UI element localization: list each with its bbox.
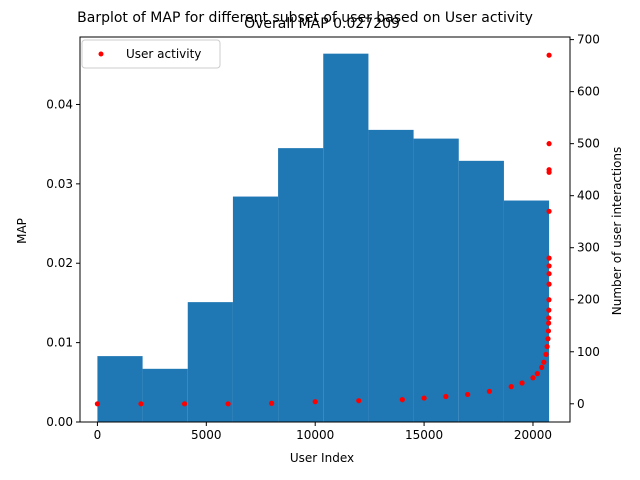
y-tick-label: 0.03 bbox=[46, 177, 73, 191]
legend-marker bbox=[98, 51, 104, 57]
x-tick-label: 0 bbox=[94, 428, 102, 442]
x-tick-label: 15000 bbox=[405, 428, 443, 442]
data-point bbox=[546, 297, 552, 303]
data-point bbox=[541, 359, 547, 365]
y-axis-label: MAP bbox=[15, 218, 29, 244]
data-point bbox=[519, 380, 525, 386]
data-point bbox=[465, 391, 471, 398]
bars bbox=[97, 53, 550, 422]
x-axis-label: User Index bbox=[290, 451, 354, 465]
data-point bbox=[546, 281, 552, 287]
data-point bbox=[399, 397, 405, 403]
data-point bbox=[546, 208, 552, 214]
legend: User activity bbox=[81, 39, 221, 69]
x-tick-label: 5000 bbox=[191, 428, 222, 442]
data-point bbox=[539, 364, 545, 370]
legend-label: User activity bbox=[126, 47, 201, 61]
data-point bbox=[443, 393, 449, 400]
y2-tick-label: 700 bbox=[577, 33, 600, 47]
data-point bbox=[546, 141, 552, 147]
bar bbox=[142, 368, 188, 422]
bar bbox=[368, 129, 414, 422]
data-point bbox=[546, 271, 552, 277]
x-tick-label: 20000 bbox=[514, 428, 552, 442]
data-point bbox=[181, 401, 188, 407]
data-point bbox=[546, 167, 552, 173]
y2-tick-label: 500 bbox=[577, 137, 600, 151]
y-tick-label: 0.04 bbox=[46, 97, 73, 111]
data-point bbox=[486, 388, 493, 394]
y2-tick-label: 200 bbox=[577, 293, 600, 307]
chart-subtitle: Overall MAP 0.027209 bbox=[244, 16, 400, 32]
bar bbox=[232, 196, 279, 422]
legend-box bbox=[81, 39, 221, 69]
data-point bbox=[545, 336, 551, 342]
y2-tick-label: 0 bbox=[577, 397, 585, 411]
x-tick-label: 10000 bbox=[296, 428, 334, 442]
axes: 0 5000 10000 15000 200000.000.010.020.030.04… bbox=[46, 33, 600, 442]
bar bbox=[187, 302, 233, 422]
data-point bbox=[225, 401, 231, 407]
y2-tick-label: 400 bbox=[577, 189, 600, 203]
data-point bbox=[421, 395, 427, 401]
data-point bbox=[269, 400, 275, 406]
y2-tick-label: 300 bbox=[577, 241, 600, 255]
data-point bbox=[356, 398, 362, 404]
bar bbox=[413, 138, 459, 422]
bar bbox=[278, 148, 324, 422]
data-point bbox=[530, 375, 536, 381]
y2-axis-label: Number of user interactions bbox=[610, 147, 624, 316]
y2-tick-label: 100 bbox=[577, 345, 600, 359]
chart-title: Barplot of MAP for different subset of u… bbox=[77, 10, 533, 26]
data-point bbox=[546, 263, 552, 269]
plot-frame bbox=[79, 36, 571, 423]
y-tick-label: 0.02 bbox=[46, 256, 73, 270]
y-tick-label: 0.01 bbox=[46, 336, 73, 350]
data-point bbox=[546, 315, 552, 321]
data-point bbox=[546, 320, 552, 326]
data-point bbox=[544, 343, 550, 350]
data-point bbox=[312, 399, 318, 405]
data-point bbox=[546, 52, 552, 58]
bar bbox=[458, 160, 504, 422]
data-point bbox=[546, 255, 552, 261]
data-point bbox=[543, 351, 549, 357]
data-point bbox=[138, 401, 144, 407]
y2-tick-label: 600 bbox=[577, 85, 600, 99]
data-point bbox=[546, 307, 552, 313]
bar bbox=[323, 53, 369, 422]
bar bbox=[97, 356, 143, 422]
data-point bbox=[534, 371, 540, 377]
data-point bbox=[508, 384, 514, 390]
data-point bbox=[545, 328, 552, 334]
scatter-series bbox=[94, 52, 552, 407]
data-point bbox=[94, 401, 101, 407]
y-tick-label: 0.00 bbox=[46, 415, 73, 429]
